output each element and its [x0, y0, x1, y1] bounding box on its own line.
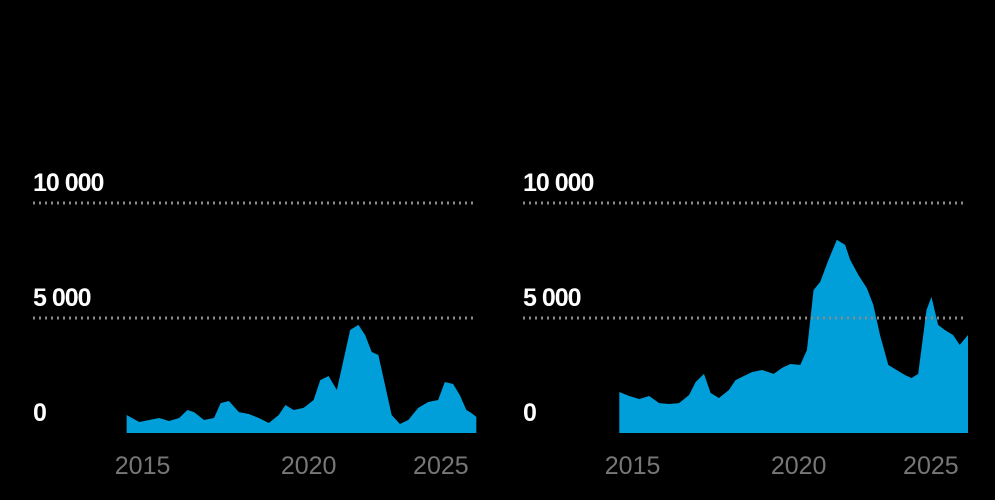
y-tick-label: 0 [33, 399, 46, 427]
y-tick-label: 0 [523, 399, 536, 427]
x-tick-label: 2025 [903, 452, 959, 480]
area [126, 324, 477, 433]
y-tick-label: 10 000 [33, 169, 104, 197]
x-tick-label: 2015 [605, 452, 661, 480]
y-tick-label: 10 000 [523, 169, 594, 197]
x-tick-label: 2020 [771, 452, 827, 480]
area [619, 239, 968, 433]
y-tick-label: 5 000 [33, 284, 91, 312]
y-tick-label: 5 000 [523, 284, 581, 312]
x-tick-label: 2015 [115, 452, 171, 480]
x-tick-label: 2025 [413, 452, 469, 480]
x-tick-label: 2020 [281, 452, 337, 480]
